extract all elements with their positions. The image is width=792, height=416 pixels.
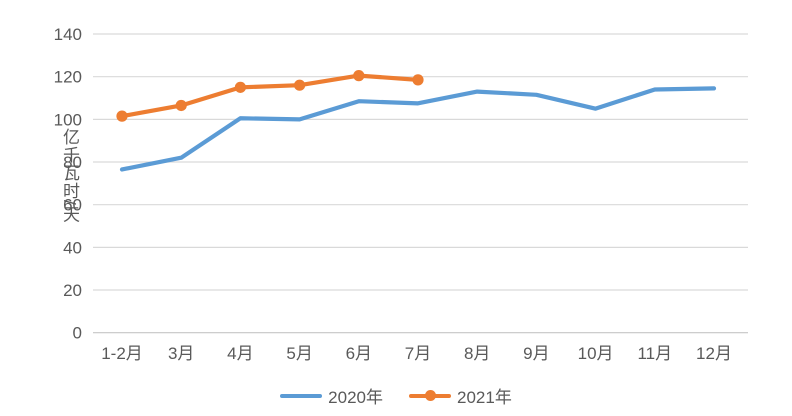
- x-tick-label: 1-2月: [101, 344, 143, 363]
- legend-item-2020: 2020年: [280, 383, 383, 408]
- y-tick-label: 0: [73, 324, 82, 343]
- data-point-marker: [175, 99, 187, 112]
- x-tick-label: 12月: [696, 344, 732, 363]
- x-tick-label: 3月: [168, 344, 194, 363]
- legend-label-2021: 2021年: [457, 388, 512, 407]
- y-tick-label: 120: [54, 68, 82, 87]
- y-tick-label: 60: [63, 196, 82, 215]
- series-line-2021年: [119, 73, 421, 119]
- legend-line-swatch-2021: [409, 390, 451, 401]
- legend: 2020年 2021年: [0, 383, 792, 408]
- x-tick-label: 4月: [227, 344, 253, 363]
- y-tick-label: 100: [54, 110, 82, 129]
- data-point-marker: [412, 74, 424, 86]
- y-tick-label: 40: [63, 238, 82, 257]
- y-tick-label: 80: [63, 153, 82, 172]
- x-tick-label: 8月: [464, 344, 490, 363]
- legend-item-2021: 2021年: [409, 383, 512, 408]
- y-axis-title: 亿千瓦时/天: [60, 128, 79, 224]
- x-tick-label: 6月: [346, 344, 372, 363]
- x-tick-label: 5月: [286, 344, 312, 363]
- data-point-marker: [353, 70, 365, 82]
- series-line-2020年: [119, 86, 717, 172]
- x-tick-label: 10月: [578, 344, 614, 363]
- x-tick-label: 9月: [523, 344, 549, 363]
- legend-marker-dot-icon: [424, 390, 436, 401]
- legend-line-swatch-2020: [280, 393, 323, 398]
- data-point-marker: [234, 81, 246, 93]
- x-tick-label: 7月: [405, 344, 431, 363]
- legend-label-2020: 2020年: [328, 388, 383, 407]
- data-point-marker: [294, 79, 306, 91]
- y-tick-label: 20: [63, 281, 82, 300]
- x-tick-label: 11月: [637, 344, 672, 363]
- data-point-marker: [116, 110, 128, 122]
- y-tick-label: 140: [54, 25, 82, 44]
